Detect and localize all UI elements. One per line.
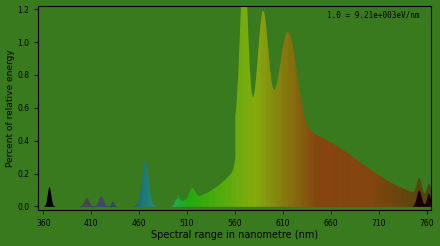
X-axis label: Spectral range in nanometre (nm): Spectral range in nanometre (nm) bbox=[151, 231, 319, 240]
Text: 1.0 = 9.21e+003eV/nm: 1.0 = 9.21e+003eV/nm bbox=[327, 10, 419, 19]
Y-axis label: Percent of relative energy: Percent of relative energy bbox=[6, 49, 15, 167]
